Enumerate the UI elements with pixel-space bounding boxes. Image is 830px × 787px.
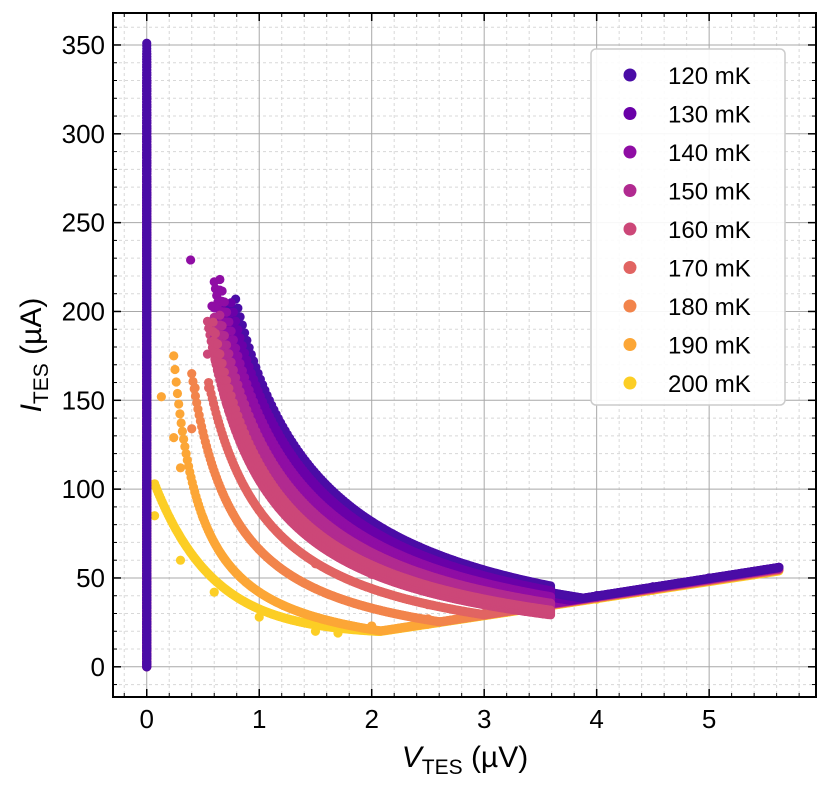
point-180-mk: [187, 369, 197, 379]
point-180-mk: [187, 424, 197, 434]
point-190-mk: [180, 442, 190, 452]
data-points: [142, 38, 784, 672]
point-190-mk: [176, 418, 186, 428]
point-190-mk: [177, 426, 188, 437]
point-190-mk: [169, 433, 179, 443]
point-190-mk: [172, 388, 183, 399]
point-200-mk: [150, 511, 160, 521]
point-190-mk: [175, 409, 185, 419]
point-190-mk: [175, 463, 186, 473]
point-190-mk: [170, 364, 180, 375]
point-190-mk: [171, 377, 181, 387]
point-190-mk: [174, 399, 184, 409]
point-190-mk: [156, 392, 166, 402]
point-190-mk: [179, 434, 189, 444]
point-200-mk: [209, 587, 219, 597]
point-190-mk: [169, 351, 179, 361]
point-200-mk: [175, 555, 186, 565]
point-140-mk: [186, 255, 196, 265]
